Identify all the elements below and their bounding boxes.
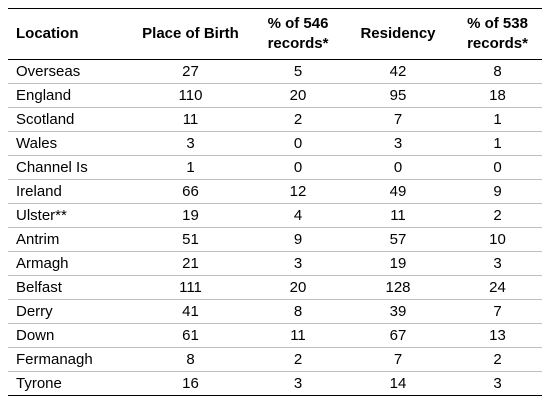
header-pct-residency: % of 538 records* <box>453 8 542 60</box>
cell-location: Scotland <box>8 107 128 132</box>
cell-pct-residency: 0 <box>453 155 542 180</box>
cell-residency: 7 <box>343 347 453 372</box>
cell-location: Armagh <box>8 251 128 276</box>
table-row: Overseas 27 5 42 8 <box>8 59 542 84</box>
cell-residency: 57 <box>343 227 453 252</box>
cell-location: Derry <box>8 299 128 324</box>
cell-place-of-birth: 11 <box>128 107 253 132</box>
header-residency: Residency <box>343 8 453 60</box>
cell-residency: 42 <box>343 59 453 84</box>
cell-pct-birth: 2 <box>253 107 343 132</box>
cell-residency: 128 <box>343 275 453 300</box>
cell-residency: 39 <box>343 299 453 324</box>
cell-residency: 49 <box>343 179 453 204</box>
cell-location: Antrim <box>8 227 128 252</box>
cell-pct-residency: 1 <box>453 107 542 132</box>
cell-location: Channel Is <box>8 155 128 180</box>
cell-place-of-birth: 8 <box>128 347 253 372</box>
cell-residency: 7 <box>343 107 453 132</box>
table-row: Armagh 21 3 19 3 <box>8 251 542 276</box>
cell-pct-birth: 3 <box>253 371 343 396</box>
cell-pct-residency: 24 <box>453 275 542 300</box>
cell-place-of-birth: 111 <box>128 275 253 300</box>
cell-location: England <box>8 83 128 108</box>
header-row: Location Place of Birth % of 546 records… <box>8 8 542 60</box>
cell-place-of-birth: 61 <box>128 323 253 348</box>
cell-pct-residency: 18 <box>453 83 542 108</box>
cell-pct-birth: 11 <box>253 323 343 348</box>
cell-place-of-birth: 21 <box>128 251 253 276</box>
cell-pct-birth: 4 <box>253 203 343 228</box>
cell-pct-residency: 2 <box>453 347 542 372</box>
table-row: Wales 3 0 3 1 <box>8 131 542 156</box>
cell-residency: 3 <box>343 131 453 156</box>
table-row: Derry 41 8 39 7 <box>8 299 542 324</box>
cell-pct-residency: 1 <box>453 131 542 156</box>
cell-place-of-birth: 27 <box>128 59 253 84</box>
header-pct-birth: % of 546 records* <box>253 8 343 60</box>
cell-place-of-birth: 51 <box>128 227 253 252</box>
cell-place-of-birth: 19 <box>128 203 253 228</box>
cell-location: Fermanagh <box>8 347 128 372</box>
cell-pct-birth: 5 <box>253 59 343 84</box>
cell-pct-birth: 0 <box>253 131 343 156</box>
cell-location: Wales <box>8 131 128 156</box>
cell-pct-residency: 13 <box>453 323 542 348</box>
table-row: Ireland 66 12 49 9 <box>8 179 542 204</box>
cell-location: Overseas <box>8 59 128 84</box>
cell-pct-residency: 9 <box>453 179 542 204</box>
cell-location: Ulster** <box>8 203 128 228</box>
table-row: Fermanagh 8 2 7 2 <box>8 347 542 372</box>
cell-pct-residency: 10 <box>453 227 542 252</box>
cell-place-of-birth: 41 <box>128 299 253 324</box>
cell-pct-residency: 8 <box>453 59 542 84</box>
table-body: Overseas 27 5 42 8 England 110 20 95 18 Scotland 11… <box>8 59 542 396</box>
cell-residency: 67 <box>343 323 453 348</box>
cell-place-of-birth: 1 <box>128 155 253 180</box>
cell-residency: 95 <box>343 83 453 108</box>
table-row: Channel Is 1 0 0 0 <box>8 155 542 180</box>
cell-pct-birth: 0 <box>253 155 343 180</box>
table-row: England 110 20 95 18 <box>8 83 542 108</box>
header-location: Location <box>8 8 128 60</box>
table-row: Down 61 11 67 13 <box>8 323 542 348</box>
table-row: Belfast 111 20 128 24 <box>8 275 542 300</box>
cell-location: Tyrone <box>8 371 128 396</box>
cell-pct-birth: 20 <box>253 83 343 108</box>
table-row: Scotland 11 2 7 1 <box>8 107 542 132</box>
cell-pct-residency: 7 <box>453 299 542 324</box>
cell-pct-birth: 12 <box>253 179 343 204</box>
cell-pct-birth: 2 <box>253 347 343 372</box>
cell-pct-residency: 3 <box>453 371 542 396</box>
cell-place-of-birth: 110 <box>128 83 253 108</box>
cell-place-of-birth: 16 <box>128 371 253 396</box>
cell-place-of-birth: 3 <box>128 131 253 156</box>
header-place-of-birth: Place of Birth <box>128 8 253 60</box>
cell-residency: 19 <box>343 251 453 276</box>
cell-residency: 11 <box>343 203 453 228</box>
cell-pct-birth: 9 <box>253 227 343 252</box>
cell-location: Ireland <box>8 179 128 204</box>
cell-residency: 14 <box>343 371 453 396</box>
table-row: Ulster** 19 4 11 2 <box>8 203 542 228</box>
cell-pct-birth: 3 <box>253 251 343 276</box>
cell-pct-residency: 2 <box>453 203 542 228</box>
cell-place-of-birth: 66 <box>128 179 253 204</box>
cell-location: Down <box>8 323 128 348</box>
table-row: Tyrone 16 3 14 3 <box>8 371 542 396</box>
table-row: Antrim 51 9 57 10 <box>8 227 542 252</box>
cell-location: Belfast <box>8 275 128 300</box>
cell-residency: 0 <box>343 155 453 180</box>
records-table: Location Place of Birth % of 546 records… <box>8 8 542 396</box>
cell-pct-residency: 3 <box>453 251 542 276</box>
cell-pct-birth: 8 <box>253 299 343 324</box>
cell-pct-birth: 20 <box>253 275 343 300</box>
